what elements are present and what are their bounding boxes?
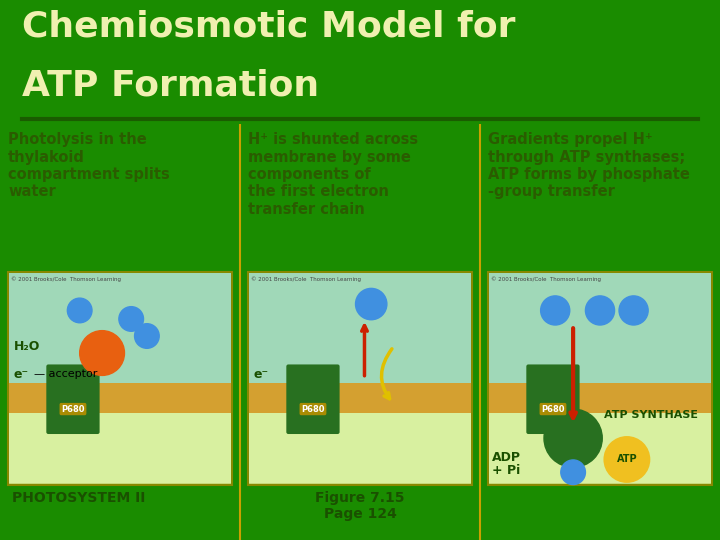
Text: © 2001 Brooks/Cole  Thomson Learning: © 2001 Brooks/Cole Thomson Learning (251, 276, 361, 282)
Text: + Pi: + Pi (492, 464, 521, 477)
Text: H⁺ is shunted across
membrane by some
components of
the first electron
transfer : H⁺ is shunted across membrane by some co… (248, 132, 418, 217)
FancyBboxPatch shape (489, 383, 711, 413)
Text: P680: P680 (301, 404, 325, 414)
Circle shape (619, 296, 648, 325)
Circle shape (605, 437, 649, 482)
FancyBboxPatch shape (249, 273, 471, 390)
Circle shape (541, 296, 570, 325)
FancyBboxPatch shape (46, 364, 99, 434)
FancyBboxPatch shape (489, 273, 711, 390)
Text: H₂O: H₂O (14, 340, 40, 353)
FancyBboxPatch shape (488, 272, 712, 485)
FancyBboxPatch shape (526, 364, 580, 434)
Text: Chemiosmotic Model for: Chemiosmotic Model for (22, 10, 515, 44)
Text: © 2001 Brooks/Cole  Thomson Learning: © 2001 Brooks/Cole Thomson Learning (491, 276, 601, 282)
Text: e⁻: e⁻ (14, 368, 29, 381)
FancyBboxPatch shape (8, 272, 232, 485)
Text: ATP Formation: ATP Formation (22, 68, 319, 102)
FancyBboxPatch shape (9, 383, 231, 413)
Text: PHOTOSYSTEM II: PHOTOSYSTEM II (12, 491, 145, 505)
Text: P680: P680 (541, 404, 564, 414)
Circle shape (119, 307, 143, 331)
Text: ADP: ADP (492, 451, 521, 464)
Text: ATP SYNTHASE: ATP SYNTHASE (605, 410, 698, 420)
Text: Gradients propel H⁺
through ATP synthases;
ATP forms by phosphate
-group transfe: Gradients propel H⁺ through ATP synthase… (488, 132, 690, 199)
Text: © 2001 Brooks/Cole  Thomson Learning: © 2001 Brooks/Cole Thomson Learning (11, 276, 121, 282)
FancyBboxPatch shape (9, 389, 231, 483)
Circle shape (80, 330, 125, 375)
Circle shape (561, 460, 585, 484)
Text: P680: P680 (61, 404, 85, 414)
Text: Photolysis in the
thylakoid
compartment splits
water: Photolysis in the thylakoid compartment … (8, 132, 170, 199)
Text: ATP: ATP (616, 455, 637, 464)
FancyBboxPatch shape (248, 272, 472, 485)
Text: — acceptor: — acceptor (34, 369, 97, 379)
Text: Figure 7.15
Page 124: Figure 7.15 Page 124 (315, 491, 405, 521)
Circle shape (544, 409, 602, 467)
Circle shape (135, 323, 159, 348)
Circle shape (585, 296, 615, 325)
Text: e⁻: e⁻ (254, 368, 269, 381)
FancyBboxPatch shape (249, 389, 471, 483)
FancyBboxPatch shape (9, 273, 231, 390)
Circle shape (68, 298, 92, 323)
FancyBboxPatch shape (287, 364, 340, 434)
FancyBboxPatch shape (489, 389, 711, 483)
FancyBboxPatch shape (249, 383, 471, 413)
Circle shape (356, 288, 387, 320)
